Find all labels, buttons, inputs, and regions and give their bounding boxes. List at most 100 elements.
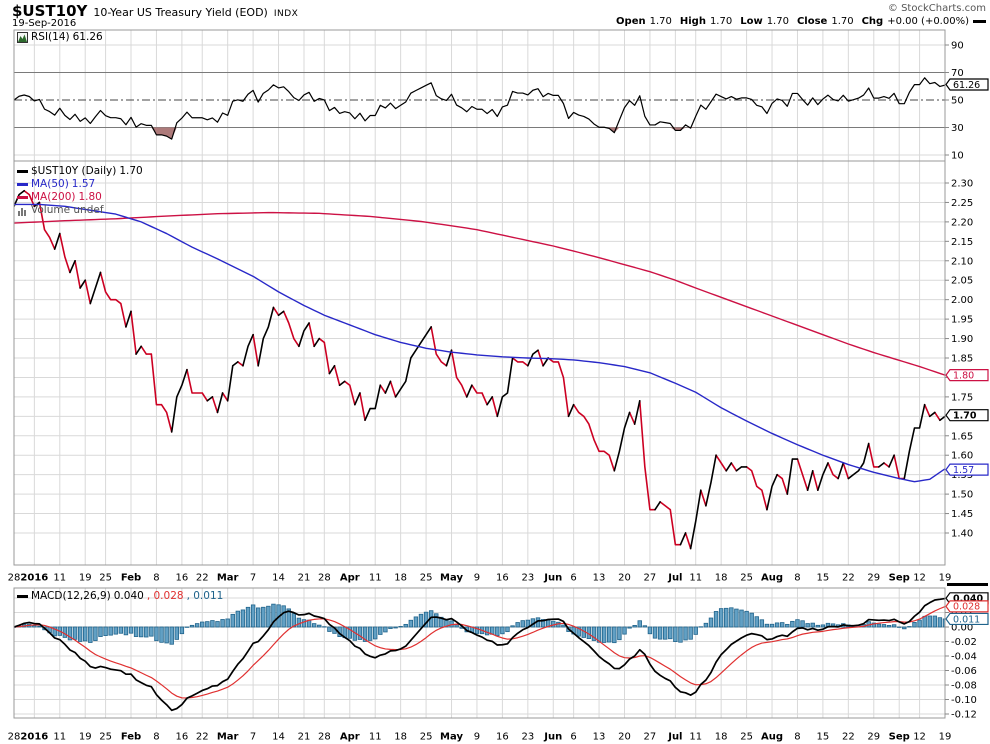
- volume-legend-label: Volume undef: [31, 204, 104, 216]
- svg-text:0.028: 0.028: [953, 602, 980, 613]
- svg-text:61.26: 61.26: [953, 80, 980, 91]
- svg-text:-0.10: -0.10: [951, 695, 977, 706]
- svg-text:Apr: Apr: [340, 573, 360, 584]
- svg-text:2.20: 2.20: [951, 217, 973, 228]
- svg-text:2.15: 2.15: [951, 237, 973, 248]
- svg-text:1.50: 1.50: [951, 490, 973, 501]
- svg-text:16: 16: [496, 732, 509, 743]
- svg-text:Jun: Jun: [543, 732, 562, 743]
- rsi-legend: RSI(14) 61.26: [17, 31, 103, 44]
- svg-text:18: 18: [394, 732, 407, 743]
- svg-text:0.00: 0.00: [951, 623, 973, 634]
- svg-text:14: 14: [272, 732, 285, 743]
- svg-text:20: 20: [618, 732, 631, 743]
- svg-text:19: 19: [939, 573, 952, 584]
- svg-text:25: 25: [99, 573, 112, 584]
- svg-text:19: 19: [79, 573, 92, 584]
- svg-text:90: 90: [951, 41, 964, 52]
- macd-signal-line: [14, 606, 945, 699]
- rsi-area-icon: [17, 32, 28, 43]
- macd-sep-1: ,: [146, 590, 154, 602]
- ma200-legend-label: MA(200): [31, 191, 76, 203]
- svg-text:12: 12: [913, 573, 926, 584]
- svg-text:9: 9: [474, 573, 480, 584]
- price-legend-value: 1.70: [119, 165, 143, 177]
- svg-text:8: 8: [153, 573, 159, 584]
- chart-title: 10-Year US Treasury Yield (EOD): [93, 6, 268, 19]
- macd-line-swatch-icon: [17, 595, 28, 598]
- macd-legend: MACD(12,26,9) 0.040 , 0.028 , 0.011: [17, 590, 223, 603]
- svg-text:-0.06: -0.06: [951, 666, 977, 677]
- svg-text:7: 7: [250, 732, 256, 743]
- svg-text:2.10: 2.10: [951, 256, 973, 267]
- svg-text:28: 28: [318, 573, 331, 584]
- ma50-line: [14, 203, 945, 483]
- svg-text:25: 25: [740, 732, 753, 743]
- svg-text:19: 19: [939, 732, 952, 743]
- ma200-line-swatch-icon: [17, 196, 28, 199]
- svg-text:11: 11: [369, 573, 382, 584]
- svg-text:25: 25: [99, 732, 112, 743]
- svg-text:2016: 2016: [20, 732, 48, 743]
- macd-line: [14, 597, 945, 712]
- svg-text:May: May: [440, 732, 463, 743]
- ma50-line-swatch-icon: [17, 183, 28, 186]
- date-axis-labels: 28 2016 11 19 25 Feb 8 16 22 Mar 7 14 21 28 Apr 11 18 25 M…: [8, 573, 952, 743]
- svg-text:19: 19: [79, 732, 92, 743]
- svg-text:20: 20: [618, 573, 631, 584]
- svg-text:Jul: Jul: [667, 573, 682, 584]
- svg-text:Feb: Feb: [121, 732, 141, 743]
- symbol: $UST10Y: [12, 2, 88, 20]
- svg-text:28: 28: [318, 732, 331, 743]
- svg-text:-0.12: -0.12: [951, 710, 977, 721]
- close-line-swatch-icon: [973, 20, 986, 23]
- chg-label: Chg: [861, 16, 884, 27]
- svg-text:11: 11: [369, 732, 382, 743]
- svg-text:7: 7: [250, 573, 256, 584]
- svg-text:16: 16: [176, 732, 189, 743]
- svg-text:Sep: Sep: [889, 573, 910, 584]
- header: $UST10Y 10-Year US Treasury Yield (EOD) …: [12, 2, 298, 20]
- macd-panel: [14, 597, 945, 715]
- price-line-up-segments: [14, 189, 945, 550]
- rsi-legend-value: 61.26: [72, 31, 103, 43]
- svg-text:May: May: [440, 573, 463, 584]
- svg-text:1.57: 1.57: [953, 465, 974, 476]
- svg-text:11: 11: [53, 573, 66, 584]
- open-label: Open: [616, 16, 646, 27]
- svg-text:1.80: 1.80: [953, 371, 974, 382]
- svg-text:Jun: Jun: [543, 573, 562, 584]
- svg-text:-0.08: -0.08: [951, 681, 977, 692]
- close-label: Close: [796, 16, 828, 27]
- price-line-swatch-icon: [17, 170, 28, 173]
- svg-text:25: 25: [420, 732, 433, 743]
- copyright: © StockCharts.com: [887, 3, 986, 14]
- ma50-legend-value: 1.57: [71, 178, 96, 190]
- svg-text:30: 30: [951, 123, 964, 134]
- svg-text:8: 8: [153, 732, 159, 743]
- svg-text:8: 8: [794, 573, 800, 584]
- svg-text:Apr: Apr: [340, 732, 360, 743]
- svg-text:23: 23: [521, 732, 534, 743]
- rsi-panel: [14, 44, 945, 156]
- svg-text:22: 22: [842, 573, 855, 584]
- quote-strip: Open 1.70 High 1.70 Low 1.70 Close 1.70 …: [612, 16, 986, 27]
- svg-text:2.05: 2.05: [951, 276, 973, 287]
- svg-text:70: 70: [951, 68, 964, 79]
- close-value: 1.70: [831, 16, 854, 27]
- svg-text:21: 21: [298, 573, 311, 584]
- svg-text:13: 13: [593, 573, 606, 584]
- svg-text:Aug: Aug: [761, 732, 783, 743]
- svg-text:Mar: Mar: [217, 732, 239, 743]
- svg-text:11: 11: [689, 732, 702, 743]
- svg-text:27: 27: [644, 573, 657, 584]
- chg-value: +0.00 (+0.00%): [887, 16, 969, 27]
- svg-text:23: 23: [521, 573, 534, 584]
- high-value: 1.70: [709, 16, 733, 27]
- svg-text:2016: 2016: [20, 573, 48, 584]
- svg-text:11: 11: [689, 573, 702, 584]
- svg-text:0.040: 0.040: [953, 594, 983, 605]
- price-legend: $UST10Y (Daily) 1.70 MA(50) 1.57 MA(200)…: [17, 165, 143, 217]
